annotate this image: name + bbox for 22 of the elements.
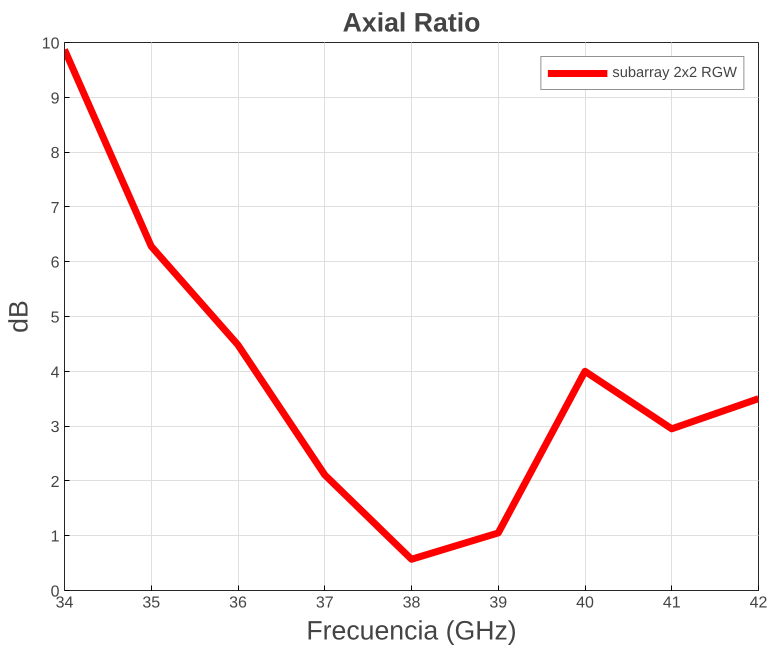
y-tick-label: 10 bbox=[42, 36, 60, 52]
y-tick-label: 7 bbox=[50, 200, 60, 217]
x-tick-label: 36 bbox=[229, 594, 247, 612]
x-tick-label: 38 bbox=[402, 594, 420, 612]
x-tick-label: 37 bbox=[316, 594, 334, 612]
y-tick-label: 8 bbox=[50, 145, 60, 162]
legend-label: subarray 2x2 RGW bbox=[612, 65, 737, 81]
y-tick-label: 6 bbox=[50, 254, 60, 272]
chart-title: Axial Ratio bbox=[342, 8, 480, 38]
y-tick-label: 3 bbox=[50, 419, 60, 436]
y-tick-label: 9 bbox=[50, 90, 60, 108]
x-axis-title: Frecuencia (GHz) bbox=[306, 616, 517, 646]
y-tick-label: 4 bbox=[50, 364, 60, 382]
x-tick-label: 42 bbox=[750, 594, 768, 612]
y-tick-label: 2 bbox=[50, 474, 60, 491]
x-tick-label: 39 bbox=[489, 594, 508, 612]
y-tick-label: 5 bbox=[50, 310, 60, 326]
x-tick-label: 40 bbox=[576, 594, 594, 612]
x-tick-label: 41 bbox=[662, 594, 681, 612]
y-tick-label: 1 bbox=[50, 528, 60, 546]
y-axis-title: dB bbox=[4, 300, 34, 333]
x-tick-label: 35 bbox=[142, 594, 160, 612]
